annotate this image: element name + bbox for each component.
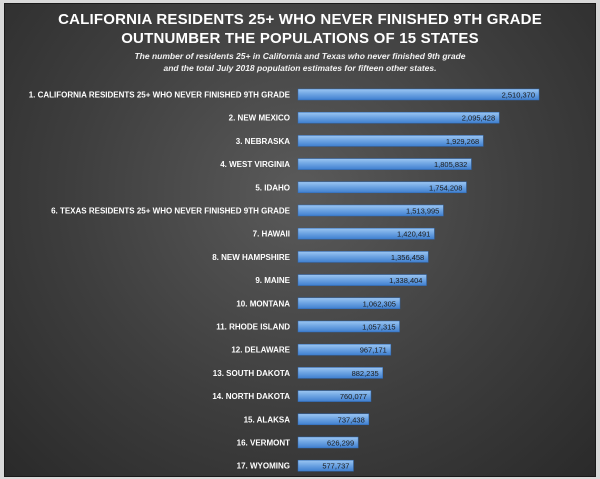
- category-label: 13. SOUTH DAKOTA: [213, 369, 290, 378]
- category-label: 14. NORTH DAKOTA: [212, 392, 290, 401]
- bar: [297, 158, 472, 170]
- bar: [297, 297, 401, 310]
- bar: [297, 111, 500, 124]
- category-label: 3. NEBRASKA: [236, 137, 290, 146]
- chart-subtitle: The number of residents 25+ in Californi…: [5, 50, 595, 74]
- bar: [297, 390, 372, 402]
- category-label: 16. VERMONT: [237, 439, 290, 448]
- category-label: 5. IDAHO: [255, 183, 290, 192]
- category-label: 10. MONTANA: [236, 299, 290, 308]
- value-label: 1,805,832: [434, 160, 467, 169]
- bar: [297, 413, 370, 426]
- chart-subtitle-line-2: and the total July 2018 population estim…: [163, 63, 437, 73]
- category-label: 9. MAINE: [255, 276, 290, 285]
- bar: [297, 274, 427, 286]
- chart-title: CALIFORNIA RESIDENTS 25+ WHO NEVER FINIS…: [5, 10, 595, 48]
- bar: [297, 181, 467, 194]
- bar: [297, 251, 429, 263]
- category-label: 1. CALIFORNIA RESIDENTS 25+ WHO NEVER FI…: [29, 91, 291, 100]
- category-label: 4. WEST VIRGINIA: [220, 160, 290, 169]
- value-label: 577,737: [322, 462, 349, 471]
- value-label: 1,356,458: [391, 253, 424, 262]
- category-label: 2. NEW MEXICO: [229, 114, 290, 123]
- category-label: 17. WYOMING: [237, 462, 290, 471]
- value-label: 760,077: [340, 392, 367, 401]
- value-label: 882,235: [352, 369, 379, 378]
- value-label: 1,420,491: [397, 230, 430, 239]
- bar: [297, 343, 392, 356]
- chart-subtitle-line-1: The number of residents 25+ in Californi…: [134, 51, 466, 61]
- bar: [297, 88, 540, 101]
- value-label: 967,171: [360, 346, 387, 355]
- value-label: 1,338,404: [389, 276, 422, 285]
- category-label: 11. RHODE ISLAND: [216, 323, 290, 332]
- chart-frame: CALIFORNIA RESIDENTS 25+ WHO NEVER FINIS…: [4, 3, 596, 477]
- value-label: 1,929,268: [446, 137, 479, 146]
- value-label: 1,754,208: [429, 183, 462, 192]
- category-label: 8. NEW HAMPSHIRE: [212, 253, 290, 262]
- bar: [297, 135, 484, 147]
- value-label: 1,062,305: [363, 299, 396, 308]
- category-label: 7. HAWAII: [253, 230, 290, 239]
- bar: [297, 436, 359, 449]
- value-label: 2,510,370: [502, 91, 535, 100]
- value-label: 626,299: [327, 439, 354, 448]
- category-label: 6. TEXAS RESIDENTS 25+ WHO NEVER FINISHE…: [51, 207, 291, 216]
- bar: [297, 367, 383, 379]
- bar: [297, 459, 354, 472]
- value-label: 1,513,995: [406, 207, 439, 216]
- bar: [297, 204, 444, 217]
- value-label: 2,095,428: [462, 114, 495, 123]
- bar: [297, 227, 435, 240]
- bar-series: 1. CALIFORNIA RESIDENTS 25+ WHO NEVER FI…: [29, 88, 540, 472]
- value-label: 737,438: [338, 415, 365, 424]
- bar-chart: 1. CALIFORNIA RESIDENTS 25+ WHO NEVER FI…: [29, 88, 540, 472]
- value-label: 1,057,315: [362, 323, 395, 332]
- bar: [297, 320, 400, 333]
- category-label: 12. DELAWARE: [231, 346, 290, 355]
- category-label: 15. ALAKSA: [244, 415, 291, 424]
- chart-title-line-2: OUTNUMBER THE POPULATIONS OF 15 STATES: [121, 30, 479, 47]
- chart-title-line-1: CALIFORNIA RESIDENTS 25+ WHO NEVER FINIS…: [58, 11, 542, 28]
